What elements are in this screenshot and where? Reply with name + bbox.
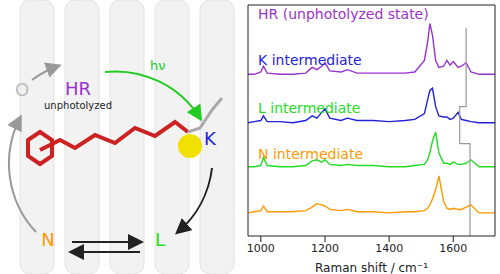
svg-text:L: L	[155, 229, 165, 250]
svg-text:K: K	[204, 128, 217, 149]
html-text:N intermediate: N intermediate	[258, 146, 363, 162]
svg-text:N: N	[41, 229, 54, 250]
html-text:HR (unphotolyzed state): HR (unphotolyzed state)	[258, 6, 429, 22]
svg-text:O: O	[15, 79, 29, 100]
svg-text:unphotolyzed: unphotolyzed	[44, 100, 112, 111]
svg-text:HR: HR	[65, 78, 91, 99]
svg-text:hν: hν	[150, 58, 166, 73]
svg-text:1200: 1200	[311, 242, 339, 255]
svg-text:1000: 1000	[247, 242, 275, 255]
svg-text:Raman shift / cm⁻¹: Raman shift / cm⁻¹	[315, 261, 428, 274]
svg-text:1600: 1600	[439, 242, 467, 255]
html-text:K intermediate: K intermediate	[258, 52, 362, 68]
svg-text:1400: 1400	[375, 242, 403, 255]
html-text:L intermediate: L intermediate	[258, 100, 361, 116]
